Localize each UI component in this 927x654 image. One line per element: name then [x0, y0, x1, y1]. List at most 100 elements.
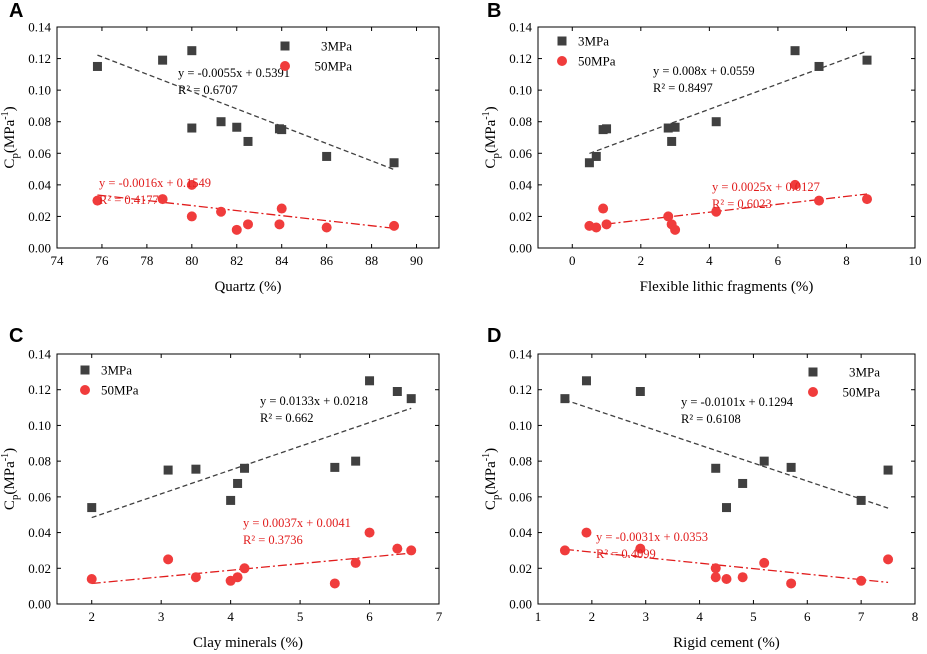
x-tick-label: 10	[909, 253, 922, 268]
data-point-50mpa	[663, 211, 674, 222]
y-tick-label: 0.08	[509, 114, 532, 129]
legend-marker-50mpa	[280, 61, 290, 71]
y-axis-label: Cp(MPa-1)	[0, 106, 21, 168]
data-point-50mpa	[406, 545, 417, 556]
data-point-50mpa	[86, 574, 97, 584]
data-point-50mpa	[243, 219, 253, 230]
x-tick-label: 88	[365, 253, 378, 268]
data-point-50mpa	[710, 563, 721, 574]
y-tick-label: 0.12	[28, 51, 51, 66]
x-tick-label: 0	[569, 253, 576, 268]
legend-label-3mpa: 3MPa	[321, 39, 352, 54]
data-point-50mpa	[190, 572, 201, 583]
data-point-3mpa	[862, 55, 872, 65]
y-axis-label: Cp(MPa-1)	[481, 106, 502, 168]
data-point-3mpa	[663, 123, 673, 133]
data-point-50mpa	[759, 557, 770, 568]
x-tick-label: 3	[158, 609, 165, 624]
chart-panel-C: C 0.00 0.02 0.04 0.06 0.08 0.10 0.12 0.14 2 3 4 5 6 7 C…	[0, 325, 443, 651]
x-tick-label: 86	[320, 253, 334, 268]
data-point-3mpa	[243, 136, 253, 146]
data-point-50mpa	[321, 222, 332, 233]
data-point-50mpa	[364, 527, 375, 538]
data-point-50mpa	[883, 554, 894, 565]
data-point-3mpa	[158, 55, 168, 65]
legend-label-50mpa: 50MPa	[314, 59, 352, 74]
data-point-3mpa	[187, 123, 197, 133]
legend-label-50mpa: 50MPa	[842, 385, 880, 400]
x-tick-label: 80	[185, 253, 198, 268]
y-tick-label: 0.00	[28, 597, 51, 612]
data-point-3mpa	[365, 376, 375, 386]
data-point-50mpa	[856, 575, 867, 586]
data-point-50mpa	[601, 219, 612, 230]
legend-label-50mpa: 50MPa	[578, 54, 616, 69]
data-point-3mpa	[322, 151, 332, 161]
x-tick-label: 7	[858, 609, 865, 624]
legend-marker-50mpa	[808, 387, 818, 397]
y-tick-label: 0.10	[509, 83, 532, 98]
x-tick-label: 5	[297, 609, 304, 624]
legend-marker-3mpa	[808, 367, 818, 377]
data-point-50mpa	[232, 572, 243, 583]
legend-label-3mpa: 3MPa	[578, 34, 609, 49]
fit-line-50mpa	[91, 552, 412, 585]
data-point-50mpa	[239, 563, 250, 574]
y-tick-label: 0.12	[509, 51, 532, 66]
y-tick-label: 0.12	[28, 382, 51, 397]
data-point-3mpa	[392, 387, 402, 396]
x-tick-label: 90	[410, 253, 423, 268]
y-tick-label: 0.14	[509, 20, 532, 35]
y-tick-label: 0.04	[509, 177, 532, 192]
panel-letter: C	[9, 325, 23, 347]
x-axis-label: Flexible lithic fragments (%)	[640, 279, 814, 295]
fit-equation-3mpa: y = 0.008x + 0.0559	[653, 64, 755, 78]
fit-equation-3mpa: y = -0.0101x + 0.1294	[681, 395, 794, 409]
legend-marker-3mpa	[280, 41, 290, 51]
y-tick-label: 0.08	[28, 454, 51, 469]
data-point-50mpa	[186, 211, 197, 222]
data-point-50mpa	[186, 179, 197, 190]
legend-label-50mpa: 50MPa	[101, 383, 139, 398]
data-point-50mpa	[559, 545, 570, 556]
legend-marker-3mpa	[557, 36, 567, 46]
y-tick-label: 0.14	[28, 20, 51, 35]
data-point-50mpa	[163, 554, 174, 565]
data-point-3mpa	[786, 462, 796, 472]
x-tick-label: 8	[843, 253, 850, 268]
data-point-3mpa	[277, 125, 287, 135]
y-axis-label: Cp(MPa-1)	[0, 448, 21, 510]
legend-label-3mpa: 3MPa	[849, 365, 880, 380]
data-point-3mpa	[389, 158, 399, 168]
data-point-50mpa	[392, 543, 403, 554]
data-point-50mpa	[635, 543, 646, 554]
fit-equation-50mpa: y = -0.0016x + 0.1549	[99, 176, 211, 190]
y-axis-label: Cp(MPa-1)	[481, 448, 502, 510]
fit-r2-50mpa: R² = 0.4177	[99, 193, 159, 207]
fit-equation-50mpa: y = 0.0037x + 0.0041	[243, 516, 351, 530]
fit-line-50mpa	[606, 193, 868, 225]
fit-r2-3mpa: R² = 0.8497	[653, 81, 713, 95]
fit-line-3mpa	[589, 50, 868, 155]
data-point-50mpa	[598, 203, 609, 214]
x-axis-label: Quartz (%)	[214, 279, 281, 295]
data-point-3mpa	[240, 463, 250, 473]
y-tick-label: 0.00	[509, 597, 532, 612]
y-tick-label: 0.10	[28, 418, 51, 433]
fit-line-50mpa	[97, 194, 395, 229]
chart-panel-A: A 0.00 0.02 0.04 0.06 0.08 0.10 0.12 0.14 74 76 78 8…	[0, 0, 440, 295]
plot-frame	[56, 26, 440, 249]
y-tick-label: 0.00	[509, 241, 532, 256]
x-tick-label: 2	[589, 609, 596, 624]
data-point-3mpa	[406, 394, 416, 404]
data-point-3mpa	[581, 376, 591, 386]
legend-marker-50mpa	[80, 385, 90, 395]
legend-marker-3mpa	[80, 365, 90, 375]
y-tick-label: 0.02	[509, 561, 532, 576]
x-tick-label: 4	[227, 609, 234, 624]
chart-panel-B: B 0.00 0.02 0.04 0.06 0.08 0.10 0.12 0.14 0 2 4 6 8 10…	[481, 0, 922, 295]
y-tick-label: 0.00	[28, 241, 51, 256]
fit-equation-50mpa: y = 0.0025x + 0.0127	[712, 180, 820, 194]
y-tick-label: 0.04	[28, 177, 51, 192]
data-point-3mpa	[216, 117, 226, 127]
